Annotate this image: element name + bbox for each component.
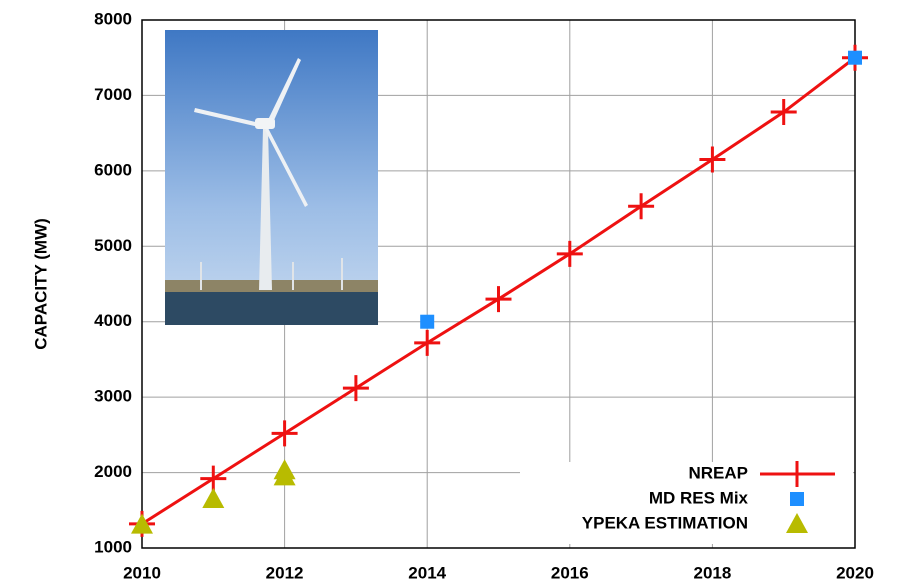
x-tick-label: 2014 [408,563,446,582]
legend-label: MD RES Mix [649,488,749,507]
marker [485,286,512,313]
marker [699,146,726,173]
marker [848,50,862,65]
marker [420,314,435,329]
y-tick-label: 1000 [94,537,132,556]
plot-frame [141,19,856,549]
y-axis-label: CAPACITY (MW) [31,218,50,350]
legend-label: NREAP [688,463,748,482]
x-tick-label: 2016 [551,563,589,582]
photo [165,30,378,325]
y-tick-label: 2000 [94,462,132,481]
marker [271,420,298,447]
y-tick-label: 3000 [94,387,132,406]
y-tick-label: 6000 [94,160,132,179]
x-tick-label: 2020 [836,563,874,582]
y-tick-label: 8000 [94,9,132,28]
marker [342,375,369,402]
x-tick-label: 2018 [693,563,731,582]
legend-marker [784,461,810,487]
marker [628,193,655,220]
marker [414,329,441,356]
marker [200,465,227,492]
y-tick-label: 4000 [94,311,132,330]
marker [273,459,296,480]
x-tick-label: 2010 [123,563,161,582]
x-tick-label: 2012 [266,563,304,582]
y-tick-label: 7000 [94,85,132,104]
y-tick-label: 5000 [94,236,132,255]
legend-label: YPEKA ESTIMATION [582,513,748,532]
legend-marker [790,492,804,506]
legend-marker [786,513,808,533]
marker [556,240,583,267]
marker [202,487,225,508]
marker [770,99,797,126]
marker [131,513,153,534]
